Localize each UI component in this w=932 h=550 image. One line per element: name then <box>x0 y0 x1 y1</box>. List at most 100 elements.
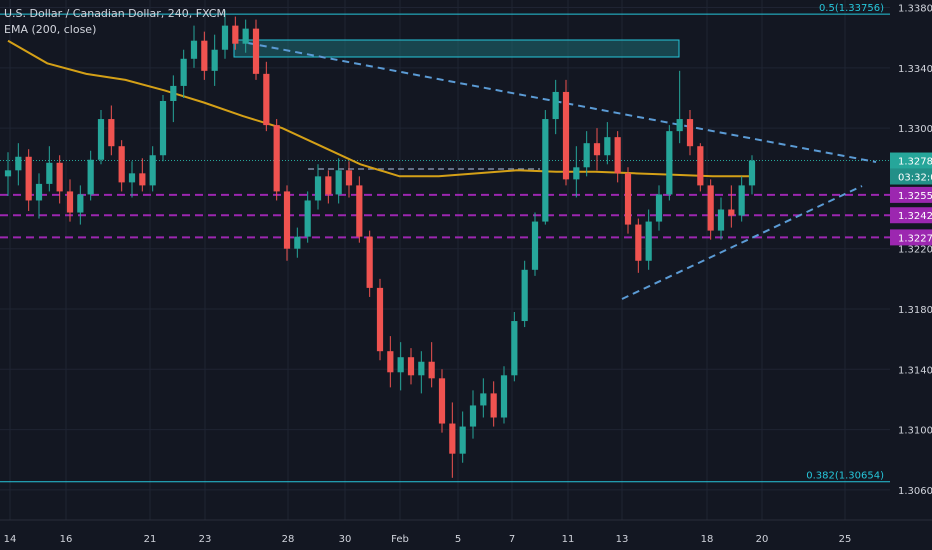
candle-body[interactable] <box>242 28 249 44</box>
candle-body[interactable] <box>717 209 725 231</box>
candle-body[interactable] <box>66 191 74 213</box>
candle-body[interactable] <box>77 194 84 213</box>
candle-body[interactable] <box>397 357 404 373</box>
x-tick-label: 16 <box>60 534 73 545</box>
candle-body[interactable] <box>697 146 704 186</box>
candle-body[interactable] <box>449 423 456 454</box>
candle-body[interactable] <box>459 426 466 454</box>
candle-body[interactable] <box>283 191 291 249</box>
candle-body[interactable] <box>221 25 229 50</box>
candle-body[interactable] <box>738 185 745 216</box>
candle-body[interactable] <box>159 100 167 156</box>
candle-body[interactable] <box>4 170 12 177</box>
candle-body[interactable] <box>583 143 590 168</box>
candle-body[interactable] <box>542 119 549 222</box>
candle-body[interactable] <box>635 224 642 261</box>
candle-body[interactable] <box>624 173 632 225</box>
level-price-tag <box>890 207 932 224</box>
x-tick-label: 23 <box>199 534 212 545</box>
candle-body[interactable] <box>201 40 208 71</box>
chart-legend: U.S. Dollar / Canadian Dollar, 240, FXCM… <box>4 6 226 38</box>
symbol-title[interactable]: U.S. Dollar / Canadian Dollar, 240, FXCM <box>4 7 226 20</box>
candle-body[interactable] <box>335 170 342 195</box>
candle-body[interactable] <box>490 393 497 418</box>
candle-body[interactable] <box>531 221 539 270</box>
candle-body[interactable] <box>345 170 353 186</box>
candle-body[interactable] <box>35 183 43 201</box>
candle-body[interactable] <box>263 73 270 126</box>
candle-body[interactable] <box>562 91 570 180</box>
level-price-tag <box>890 229 932 246</box>
candle-body[interactable] <box>521 269 528 322</box>
candle-body[interactable] <box>304 200 311 237</box>
candle-body[interactable] <box>418 361 425 376</box>
candle-body[interactable] <box>56 162 63 192</box>
price-axis[interactable] <box>890 0 932 520</box>
fib-level-label: 0.382(1.30654) <box>806 471 884 482</box>
candle-body[interactable] <box>573 167 580 180</box>
level-price-label: 1.32422 <box>898 211 932 222</box>
candle-body[interactable] <box>655 194 663 222</box>
candle-body[interactable] <box>356 185 363 237</box>
x-tick-label: 25 <box>839 534 852 545</box>
candle-body[interactable] <box>604 137 611 156</box>
candle-body[interactable] <box>707 185 714 231</box>
candle-body[interactable] <box>87 159 94 195</box>
countdown-tag <box>890 168 932 185</box>
candle-body[interactable] <box>190 40 198 59</box>
candle-body[interactable] <box>728 209 735 216</box>
candle-body[interactable] <box>149 155 156 186</box>
candle-body[interactable] <box>273 125 280 192</box>
candle-body[interactable] <box>180 58 187 86</box>
candle-body[interactable] <box>108 119 115 147</box>
countdown-label: 03:32:00 <box>898 173 932 184</box>
candle-body[interactable] <box>407 357 415 376</box>
candle-body[interactable] <box>686 119 694 147</box>
candle-body[interactable] <box>387 351 394 373</box>
x-tick-label: 14 <box>4 534 17 545</box>
candle-body[interactable] <box>748 160 756 186</box>
candle-body[interactable] <box>139 173 146 186</box>
descending-trendline[interactable] <box>247 42 877 163</box>
candle-body[interactable] <box>376 287 384 352</box>
level-price-label: 1.32275 <box>898 233 932 244</box>
candle-body[interactable] <box>469 405 477 427</box>
candle-body[interactable] <box>46 162 53 184</box>
candle-body[interactable] <box>593 143 601 156</box>
candle-body[interactable] <box>232 25 239 44</box>
candle-body[interactable] <box>314 176 322 201</box>
x-tick-label: 5 <box>455 534 461 545</box>
candle-body[interactable] <box>666 131 673 195</box>
candle-body[interactable] <box>552 91 559 120</box>
x-tick-label: 30 <box>339 534 352 545</box>
supply-zone-box[interactable] <box>233 39 680 58</box>
candle-body[interactable] <box>438 378 446 424</box>
candle-body[interactable] <box>97 119 105 160</box>
candle-body[interactable] <box>511 321 518 376</box>
candle-body[interactable] <box>366 236 373 288</box>
level-price-label: 1.32557 <box>898 191 932 202</box>
candle-body[interactable] <box>170 85 177 101</box>
x-tick-label: 11 <box>562 534 575 545</box>
candle-body[interactable] <box>128 173 136 183</box>
x-tick-label: 21 <box>144 534 157 545</box>
indicator-label[interactable]: EMA (200, close) <box>4 23 97 36</box>
candle-body[interactable] <box>118 146 125 183</box>
candle-body[interactable] <box>428 361 435 379</box>
y-tick-label: 1.31400 <box>898 365 932 376</box>
candle-body[interactable] <box>325 176 332 195</box>
candle-body[interactable] <box>500 375 508 418</box>
candle-body[interactable] <box>676 119 683 132</box>
candle-body[interactable] <box>614 137 621 174</box>
candle-body[interactable] <box>645 221 652 261</box>
ascending-trendline[interactable] <box>621 185 863 300</box>
candle-body[interactable] <box>211 49 218 71</box>
candle-body[interactable] <box>252 28 260 74</box>
candle-body[interactable] <box>15 156 22 171</box>
candle-body[interactable] <box>25 156 32 201</box>
candle-body[interactable] <box>480 393 487 406</box>
fib-level-label: 0.5(1.33756) <box>819 3 884 14</box>
candle-body[interactable] <box>294 236 301 249</box>
